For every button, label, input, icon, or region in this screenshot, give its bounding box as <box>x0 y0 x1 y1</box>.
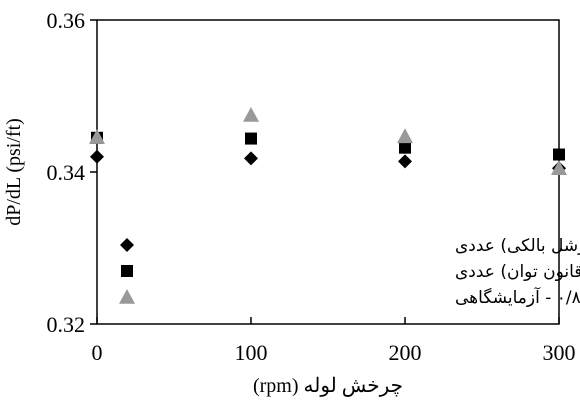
point-triangle-3 <box>551 160 567 175</box>
point-square-2 <box>399 141 411 154</box>
x-tick-label: 300 <box>543 340 576 365</box>
x-tick-label: 0 <box>92 340 103 365</box>
y-axis-title: dP/dL (psi/ft) <box>3 118 25 226</box>
point-triangle-0 <box>89 129 105 144</box>
x-tick-label: 200 <box>389 340 422 365</box>
point-diamond-2 <box>398 154 412 169</box>
x-tick-label: 100 <box>235 340 268 365</box>
point-diamond-1 <box>244 151 258 166</box>
point-square-1 <box>245 132 257 145</box>
point-triangle-1 <box>243 107 259 122</box>
y-tick-label: 0.32 <box>47 312 86 337</box>
axes: 0 100 200 300 0.32 0.34 0.36 (rpm) چرخش لوله dP/… <box>3 8 576 397</box>
x-axis-title: (rpm) چرخش لوله <box>253 375 403 397</box>
y-tick-label: 0.36 <box>47 8 86 33</box>
point-square-3 <box>553 148 565 161</box>
data-marks <box>89 107 567 176</box>
legend-marker-diamond <box>120 238 134 252</box>
legend-label: کیفیت ۰/۸ - (هرشل بالکی) عددی <box>455 236 580 256</box>
legend-marker-square <box>121 265 133 277</box>
legend-label: کیفیت ۰/۸ - (قانون توان) عددی <box>455 262 580 282</box>
point-triangle-2 <box>397 128 413 144</box>
legend-marker-triangle <box>119 289 135 304</box>
legend-label: کیفیت ۰/۸ - آزمایشگاهی <box>455 286 580 308</box>
point-diamond-0 <box>90 149 104 164</box>
y-tick-label: 0.34 <box>47 160 86 185</box>
legend: کیفیت ۰/۸ - (هرشل بالکی) عددی کیفیت ۰/۸ -… <box>119 236 580 308</box>
